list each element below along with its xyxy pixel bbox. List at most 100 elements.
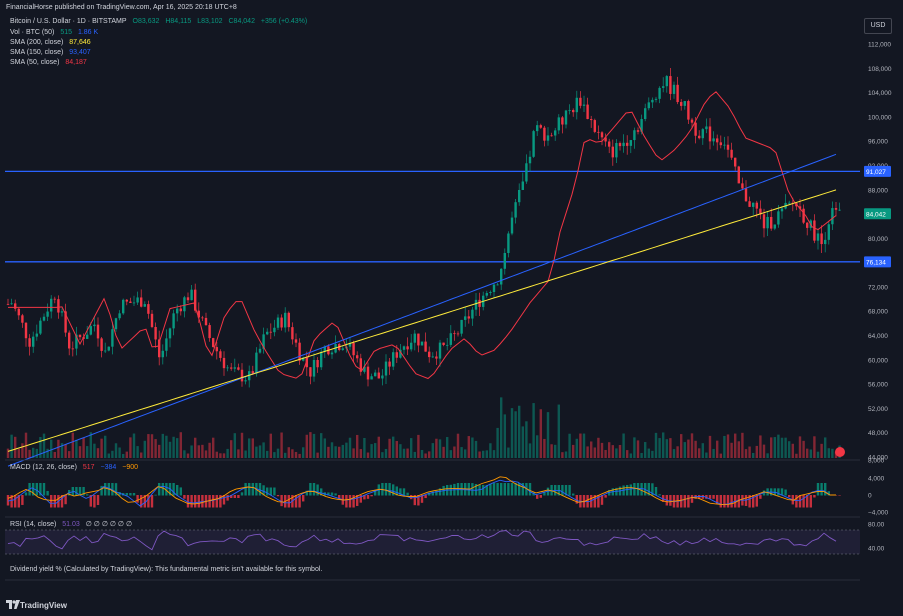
macd-histogram-bar <box>431 491 434 496</box>
candle-body <box>662 86 665 88</box>
macd-histogram-bar <box>287 495 290 508</box>
candle-body <box>39 320 42 334</box>
alert-marker-icon[interactable] <box>835 447 845 457</box>
macd-histogram-bar <box>438 488 442 496</box>
price-axis-tick: 104,000 <box>868 90 892 97</box>
macd-histogram-bar <box>374 490 377 496</box>
candle-body <box>215 347 218 352</box>
footer: TradingView <box>0 596 903 616</box>
volume-bar <box>575 438 578 458</box>
macd-histogram-bar <box>392 484 395 496</box>
currency-button[interactable]: USD <box>864 18 892 34</box>
candle-body <box>226 367 229 369</box>
price-chart-svg[interactable]: 112,000108,000104,000100,00096,00092,000… <box>0 15 903 593</box>
volume-bar <box>723 435 726 458</box>
volume-bar <box>129 437 132 458</box>
candle-body <box>93 324 96 327</box>
candle-body <box>568 110 571 111</box>
volume-bar <box>824 437 827 458</box>
macd-histogram-bar <box>590 495 593 508</box>
volume-bar <box>266 450 269 458</box>
volume-bar <box>442 446 445 458</box>
candle-body <box>471 309 474 319</box>
macd-histogram-bar <box>528 483 532 496</box>
macd-histogram-bar <box>777 488 780 496</box>
candle-body <box>734 157 737 167</box>
macd-histogram-bar <box>838 495 841 496</box>
candle-body <box>410 342 413 350</box>
candle-body <box>683 101 686 106</box>
macd-histogram-bar <box>215 495 218 508</box>
volume-bar <box>305 434 308 458</box>
macd-histogram-bar <box>633 483 636 496</box>
volume-bar <box>345 442 348 458</box>
macd-histogram-bar <box>42 483 46 496</box>
macd-histogram-bar <box>60 495 64 508</box>
candle-body <box>406 346 409 350</box>
volume-bar <box>150 434 154 458</box>
candle-body <box>514 202 517 218</box>
candle-body <box>773 224 776 229</box>
volume-bar <box>359 449 362 458</box>
macd-histogram-bar <box>719 495 722 508</box>
macd-histogram-bar <box>356 495 359 506</box>
candle-body <box>172 313 175 329</box>
volume-bar <box>618 444 622 458</box>
candle-body <box>208 325 211 339</box>
candle-body <box>723 144 726 146</box>
candle-body <box>474 299 478 310</box>
candle-body <box>233 367 236 369</box>
candle-body <box>237 367 240 370</box>
candle-body <box>813 220 816 241</box>
candle-body <box>32 336 35 347</box>
volume-bar <box>420 449 424 458</box>
volume-bar <box>536 435 539 458</box>
volume-bar <box>186 453 190 458</box>
macd-histogram-bar <box>640 483 643 496</box>
candle-body <box>586 104 589 120</box>
volume-bar <box>111 450 114 458</box>
candle-body <box>752 202 755 207</box>
macd-histogram-bar <box>269 487 272 496</box>
volume-bar <box>456 433 460 458</box>
candle-body <box>114 318 118 330</box>
rsi-line <box>7 530 837 551</box>
macd-histogram-bar <box>370 495 373 497</box>
volume-bar <box>222 453 226 458</box>
published-header: FinancialHorse published on TradingView.… <box>0 0 903 15</box>
volume-bar <box>683 442 686 458</box>
macd-histogram-bar <box>50 495 53 508</box>
macd-histogram-bar <box>561 485 564 496</box>
macd-histogram-bar <box>316 484 319 496</box>
candle-body <box>708 126 712 142</box>
volume-bar <box>762 444 766 458</box>
volume-bar <box>665 439 668 458</box>
volume-bar <box>651 450 654 458</box>
volume-bar <box>388 438 391 458</box>
candle-body <box>420 341 424 346</box>
volume-bar <box>471 437 474 458</box>
macd-histogram-bar <box>363 495 366 500</box>
macd-histogram-bar <box>773 488 776 496</box>
volume-bar <box>550 444 553 458</box>
candle-body <box>593 120 596 132</box>
candle-body <box>204 317 208 326</box>
sma200-legend: SMA (200, close) 87,646 <box>10 38 95 48</box>
volume-bar <box>773 437 776 458</box>
macd-histogram-bar <box>266 487 269 496</box>
volume-bar <box>518 405 521 458</box>
candle-body <box>305 357 308 368</box>
volume-bar <box>57 439 60 458</box>
price-axis-tick: 44,000 <box>868 455 888 462</box>
candle-body <box>330 352 334 355</box>
candle-body <box>806 222 809 228</box>
macd-histogram-bar <box>539 495 542 498</box>
candle-body <box>284 312 287 328</box>
macd-histogram-bar <box>413 495 416 506</box>
open-value: O83,632 <box>132 18 160 25</box>
macd-histogram-bar <box>125 493 128 496</box>
chart-area[interactable]: 112,000108,000104,000100,00096,00092,000… <box>0 15 903 593</box>
macd-histogram-bar <box>345 495 348 508</box>
macd-histogram-bar <box>165 483 168 496</box>
volume-bar <box>28 449 31 458</box>
